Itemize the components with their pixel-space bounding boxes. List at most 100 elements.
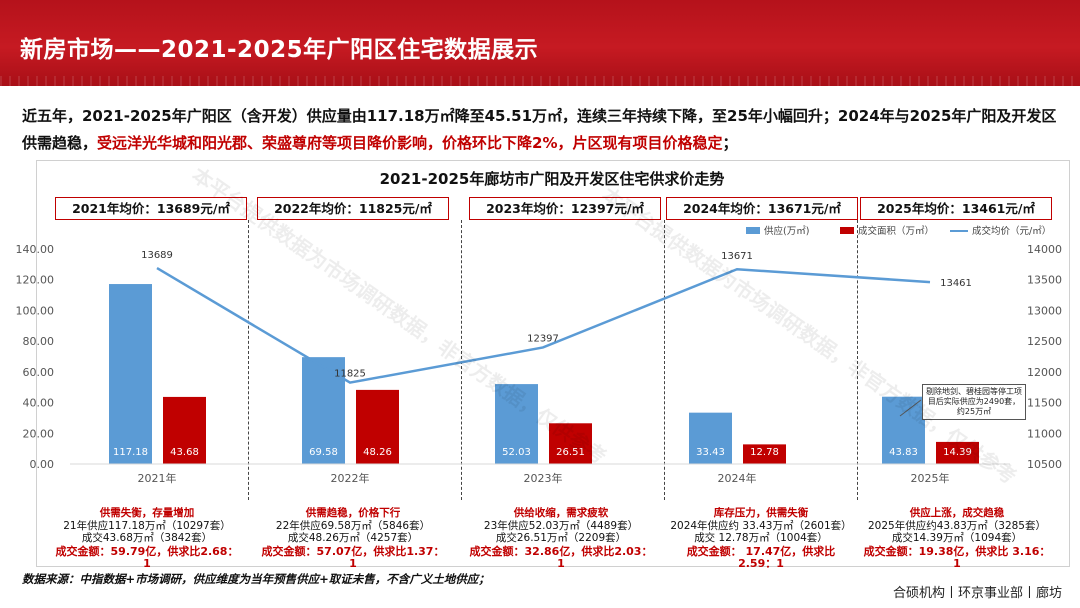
price-value-label: 13671 — [721, 251, 753, 262]
callout-note: 剔除地剑、碧桂园等停工项目后实际供应为2490套，约25万㎡ — [922, 384, 1026, 420]
note-supply: 23年供应52.03万㎡（4489套） — [483, 519, 639, 532]
y-tick-left: 40.00 — [23, 397, 55, 410]
y-tick-left: 60.00 — [23, 366, 55, 379]
year-note-2024: 库存压力，供需失衡 2024年供应约 33.43万㎡（2601套） 成交 12.… — [666, 507, 856, 571]
summary-part1: 近五年，2021-2025年广阳区（含开发）供应量由117.18万㎡降至45.5… — [22, 107, 1057, 152]
legend-label-price: 成交均价（元/㎡） — [972, 225, 1051, 237]
header-banner: 新房市场——2021-2025年广阳区住宅数据展示 — [0, 0, 1080, 86]
note-supply: 21年供应117.18万㎡（10297套） — [63, 519, 231, 532]
deal-value-label: 48.26 — [363, 447, 392, 458]
year-price-box-2022: 2022年均价：11825元/㎡ — [257, 197, 449, 220]
deal-value-label: 12.78 — [750, 447, 779, 458]
note-deal: 成交 12.78万㎡（1004套） — [694, 532, 828, 544]
note-amount: 成交金额：19.38亿，供求比 3.16：1 — [863, 544, 1051, 570]
deal-bar — [936, 441, 979, 464]
year-price-box-2021: 2021年均价：13689元/㎡ — [55, 197, 247, 220]
summary-highlight: 受远洋光华城和阳光郡、荣盛尊府等项目降价影响，价格环比下降2%，片区现有项目价格… — [97, 134, 723, 152]
note-title: 供需趋稳，价格下行 — [305, 507, 401, 519]
price-value-label: 11825 — [334, 369, 366, 380]
note-title: 供应上涨，成交趋稳 — [909, 507, 1005, 519]
note-title: 供需失衡，存量增加 — [99, 507, 195, 519]
footer-brand: 合硕机构丨环京事业部丨廊坊 — [892, 586, 1062, 601]
legend-label-supply: 供应(万㎡) — [764, 225, 809, 237]
price-value-label: 13689 — [141, 250, 173, 261]
y-tick-left: 140.00 — [16, 243, 55, 256]
y-tick-left: 0.00 — [30, 458, 55, 471]
data-source: 数据来源：中指数据+市场调研，供应维度为当年预售供应+取证未售，不含广义土地供应… — [22, 572, 490, 586]
note-deal: 成交48.26万㎡（4257套） — [287, 532, 419, 544]
chart-title: 2021-2025年廊坊市广阳及开发区住宅供求价走势 — [379, 170, 725, 188]
year-price-box-2024: 2024年均价：13671元/㎡ — [666, 197, 858, 220]
x-axis-categories: 2021年 2022年 2023年 2024年 2025年 — [138, 471, 950, 485]
y-tick-right: 12500 — [1027, 335, 1062, 348]
note-deal: 成交26.51万㎡（2209套） — [495, 532, 627, 544]
year-price-box-2023: 2023年均价：12397元/㎡ — [469, 197, 661, 220]
summary-part3: ； — [722, 134, 738, 152]
supply-bar — [689, 412, 732, 464]
y-tick-right: 11000 — [1027, 427, 1062, 440]
y-tick-left: 80.00 — [23, 335, 55, 348]
supply-value-label: 52.03 — [502, 447, 531, 458]
year-note-2025: 供应上涨，成交趋稳 2025年供应约43.83万㎡（3285套） 成交14.39… — [862, 507, 1052, 571]
note-supply: 22年供应69.58万㎡（5846套） — [275, 519, 431, 532]
deal-value-label: 26.51 — [556, 447, 585, 458]
price-line-series: 13689 11825 12397 13671 13461 — [141, 250, 972, 384]
price-value-label: 12397 — [527, 333, 559, 344]
x-category-label: 2025年 — [911, 471, 950, 485]
year-note-2023: 供给收缩，需求疲软 23年供应52.03万㎡（4489套） 成交26.51万㎡（… — [466, 507, 656, 571]
legend-label-deal: 成交面积（万㎡） — [858, 225, 934, 237]
note-title: 库存压力，供需失衡 — [713, 507, 809, 519]
x-category-label: 2022年 — [331, 471, 370, 485]
price-line — [156, 267, 931, 384]
divider-3 — [664, 220, 665, 500]
y-axis-right: 10500 11000 11500 12000 12500 13000 13500 14000 — [1027, 243, 1062, 471]
summary-text: 近五年，2021-2025年广阳区（含开发）供应量由117.18万㎡降至45.5… — [22, 103, 1062, 157]
chart-panel — [36, 160, 1070, 567]
deal-value-label: 14.39 — [943, 447, 972, 458]
y-tick-right: 13000 — [1027, 304, 1062, 317]
supply-value-label: 69.58 — [309, 447, 338, 458]
note-deal: 成交14.39万㎡（1094套） — [891, 532, 1023, 544]
y-tick-left: 20.00 — [23, 427, 55, 440]
x-category-label: 2024年 — [718, 471, 757, 485]
divider-4 — [857, 220, 858, 500]
deal-value-label: 43.68 — [170, 447, 199, 458]
y-tick-right: 11500 — [1027, 397, 1062, 410]
x-category-label: 2023年 — [524, 471, 563, 485]
divider-1 — [248, 220, 249, 500]
y-tick-left: 100.00 — [16, 304, 55, 317]
x-category-label: 2021年 — [138, 471, 177, 485]
y-tick-right: 10500 — [1027, 458, 1062, 471]
y-tick-right: 13500 — [1027, 274, 1062, 287]
year-note-2022: 供需趋稳，价格下行 22年供应69.58万㎡（5846套） 成交48.26万㎡（… — [258, 507, 448, 571]
note-deal: 成交43.68万㎡（3842套） — [81, 532, 213, 544]
supply-value-label: 33.43 — [696, 447, 725, 458]
deal-bar — [743, 444, 786, 464]
bar-series: 117.18 43.68 69.58 48.26 52.03 26.51 33.43 12.7… — [70, 284, 1010, 465]
deal-bar — [549, 423, 592, 464]
y-tick-left: 120.00 — [16, 274, 55, 287]
year-price-box-2025: 2025年均价：13461元/㎡ — [860, 197, 1052, 220]
note-amount: 成交金额：57.07亿，供求比1.37：1 — [261, 544, 445, 570]
note-supply: 2025年供应约43.83万㎡（3285套） — [867, 519, 1046, 532]
note-amount: 成交金额：59.79亿，供求比2.68：1 — [55, 544, 239, 570]
supply-bar — [495, 384, 538, 464]
note-supply: 2024年供应约 33.43万㎡（2601套） — [670, 519, 852, 532]
year-note-2021: 供需失衡，存量增加 21年供应117.18万㎡（10297套） 成交43.68万… — [52, 507, 242, 571]
legend-swatch-deal — [840, 227, 854, 234]
supply-value-label: 117.18 — [113, 447, 148, 458]
y-axis-left: 0.00 20.00 40.00 60.00 80.00 100.00 120.00 140.… — [16, 243, 55, 471]
deal-bar — [356, 389, 399, 464]
y-tick-right: 14000 — [1027, 243, 1062, 256]
chart-legend: 供应(万㎡) 成交面积（万㎡） 成交均价（元/㎡） — [746, 225, 1051, 417]
y-tick-right: 12000 — [1027, 366, 1062, 379]
legend-swatch-supply — [746, 227, 760, 234]
supply-bar — [109, 284, 152, 464]
callout-pointer — [899, 399, 922, 417]
page-title: 新房市场——2021-2025年广阳区住宅数据展示 — [20, 37, 539, 63]
note-amount: 成交金额： 17.47亿，供求比 2.59：1 — [686, 544, 836, 570]
price-value-label: 13461 — [940, 278, 972, 289]
supply-value-label: 43.83 — [889, 447, 918, 458]
note-amount: 成交金额：32.86亿，供求比2.03：1 — [469, 544, 653, 570]
